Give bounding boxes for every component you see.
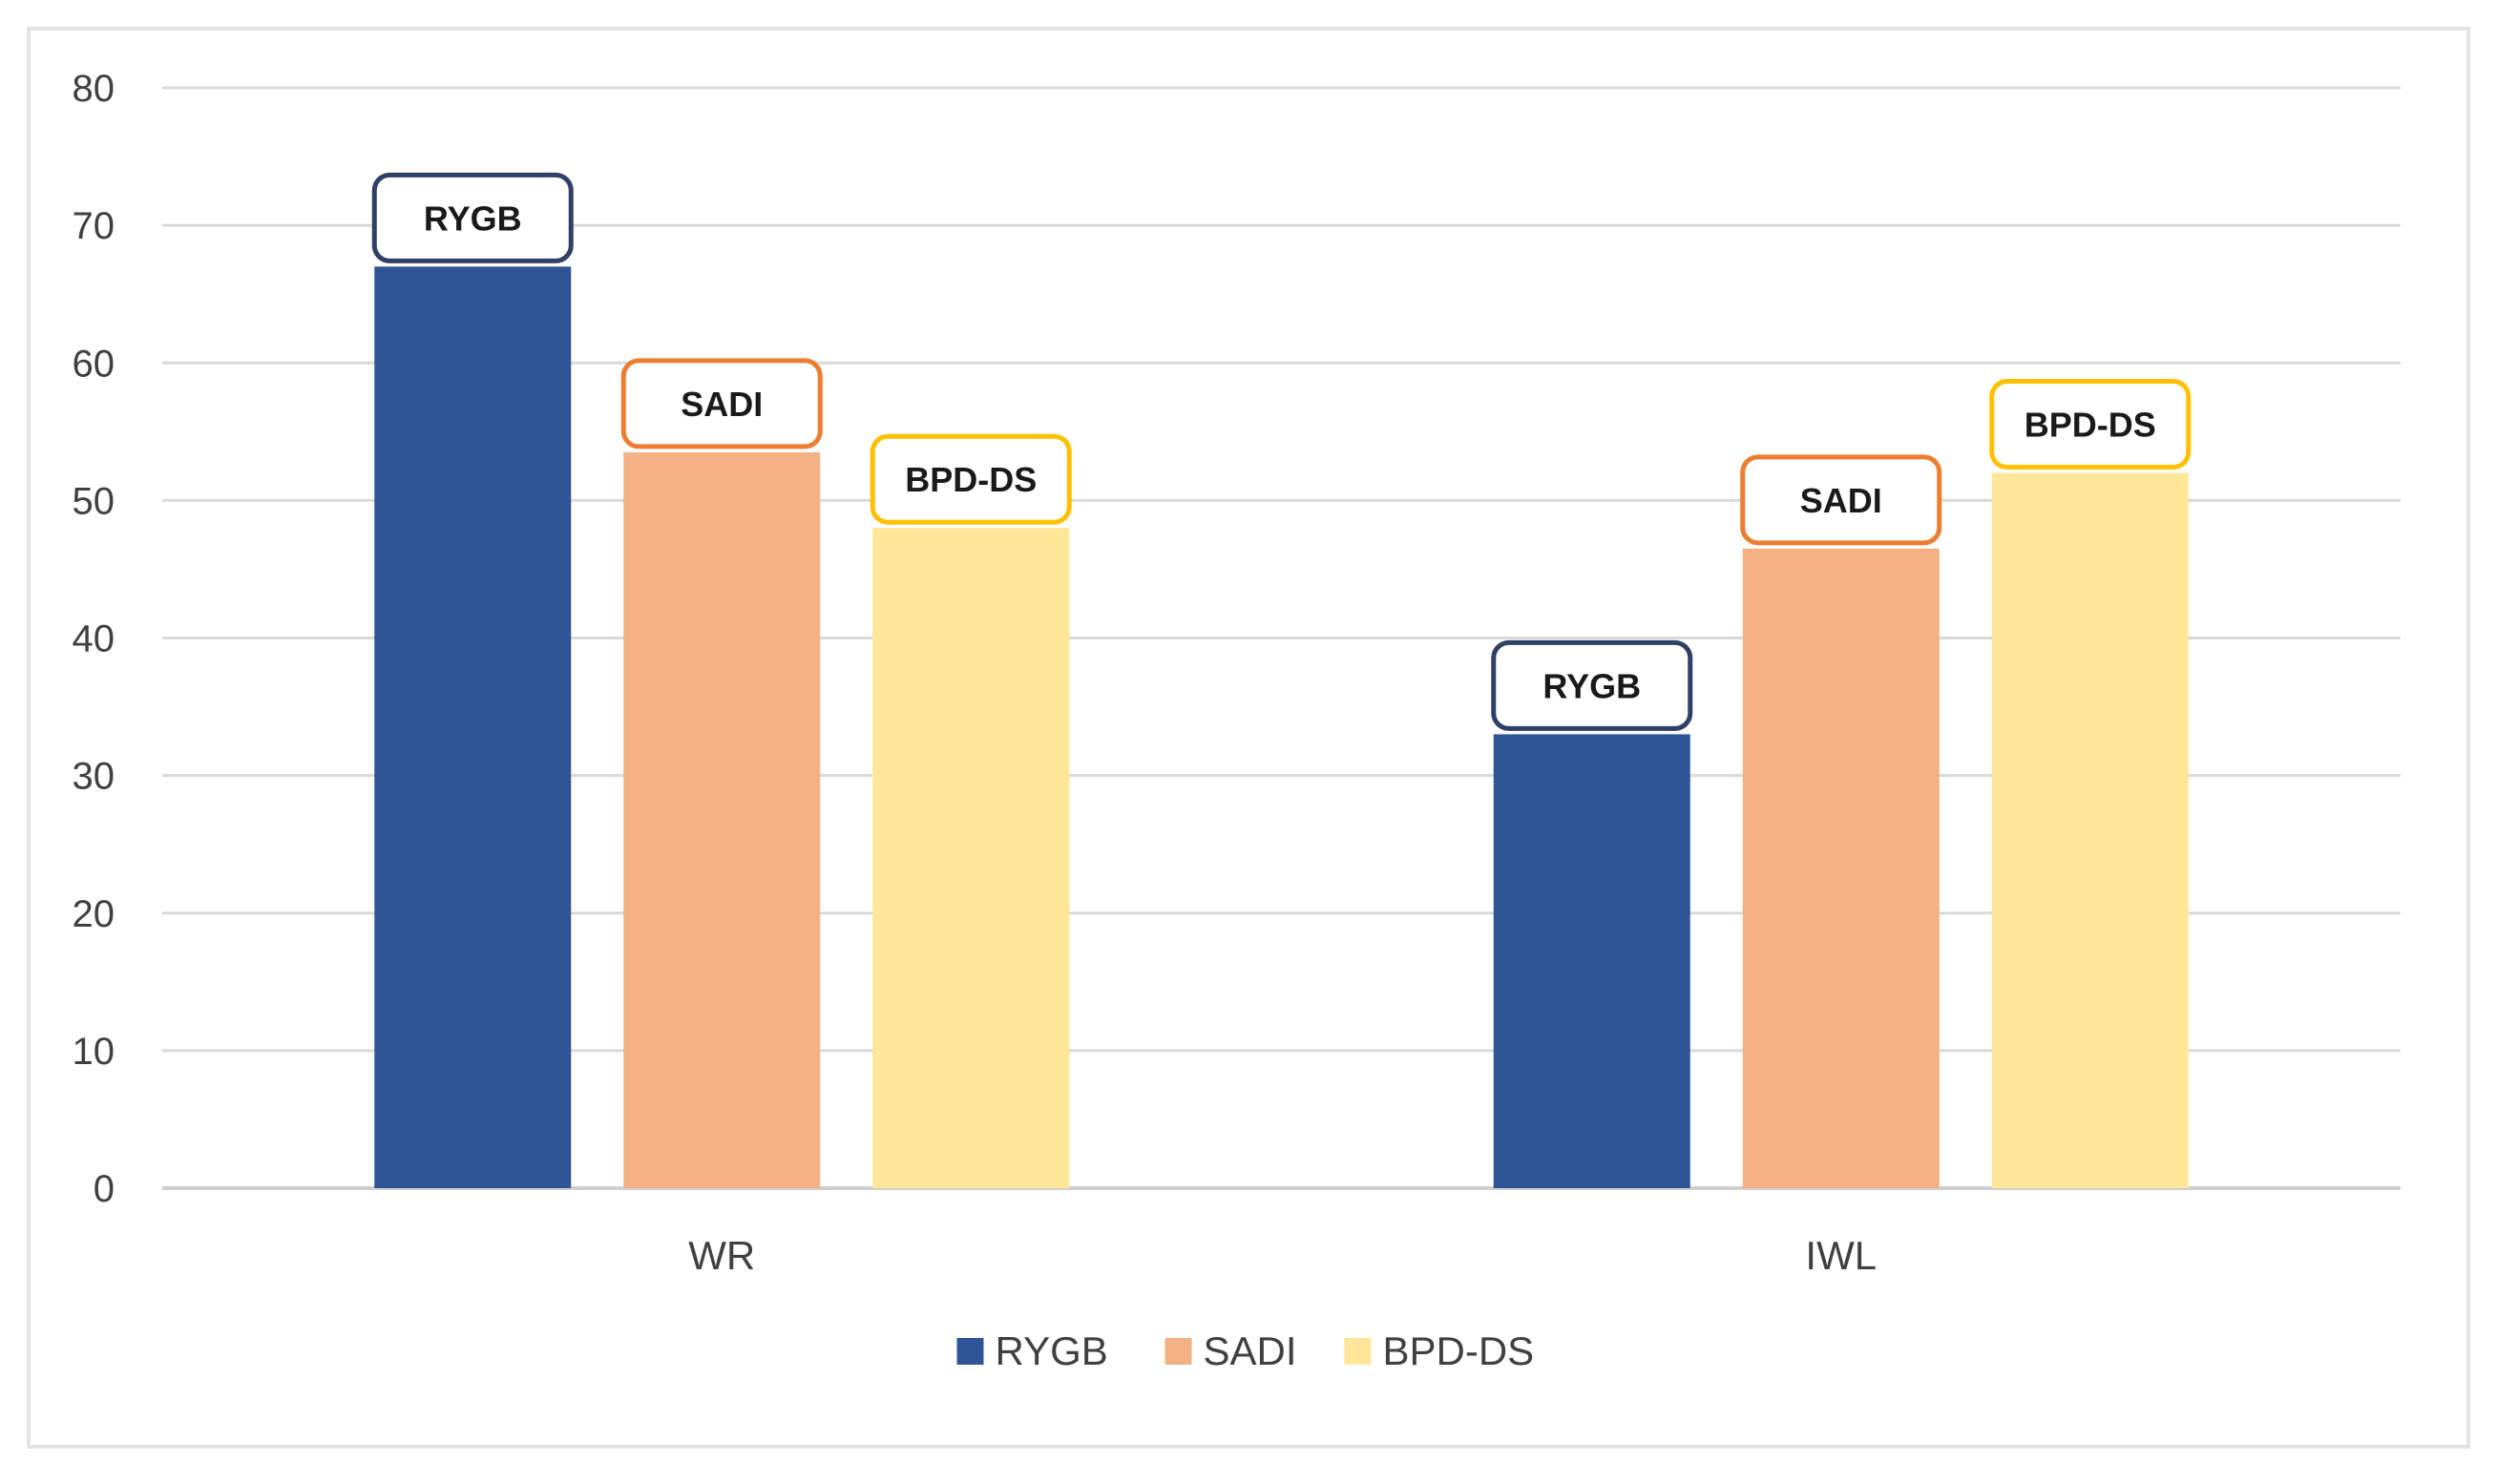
legend-swatch-bpd-ds [1344,1338,1372,1365]
data-label-box [870,433,1072,525]
y-tick-label: 10 [73,1031,115,1073]
data-label: BPD-DS [2025,406,2156,445]
legend-swatch-sadi [1165,1338,1192,1365]
bar-rygb-wr [374,266,572,1188]
bar-bpd-ds-iwl [1991,472,2189,1188]
legend-label: SADI [1204,1328,1297,1373]
y-axis-ticks: 0 10 20 30 40 50 60 70 80 [73,68,115,1210]
data-label-box [1740,454,1942,546]
x-category-label: IWL [1805,1233,1877,1278]
data-label-box [1989,379,2192,470]
y-tick-label: 60 [73,343,115,385]
y-tick-label: 0 [94,1168,115,1210]
y-tick-label: 80 [73,68,115,110]
x-category-label: WR [688,1233,755,1278]
data-label: SADI [681,385,763,424]
data-label-box [620,358,823,449]
bar-sadi-wr [623,451,821,1188]
legend-swatch-rygb [956,1338,984,1365]
data-label: SADI [1800,481,1882,520]
bar-rygb-iwl [1493,734,1690,1188]
legend-label: BPD-DS [1383,1328,1535,1373]
data-label-box [371,172,574,263]
y-tick-label: 30 [73,756,115,798]
data-label: BPD-DS [905,460,1037,499]
legend: RYGB SADI BPD-DS [956,1328,1535,1373]
y-tick-label: 40 [73,618,115,660]
data-label: RYGB [424,199,522,238]
bar-bpd-ds-wr [872,528,1070,1188]
data-label-box [1491,639,1693,731]
data-label: RYGB [1542,666,1641,705]
x-axis-categories: WR IWL [688,1233,1877,1278]
y-tick-label: 50 [73,480,115,522]
y-tick-label: 70 [73,205,115,247]
bar-labels: RYGB SADI BPD-DS RYGB SADI BPD-DS [371,172,2192,731]
bars [374,266,2189,1188]
bar-sadi-iwl [1742,548,1940,1188]
y-tick-label: 20 [73,893,115,935]
legend-label: RYGB [996,1328,1108,1373]
